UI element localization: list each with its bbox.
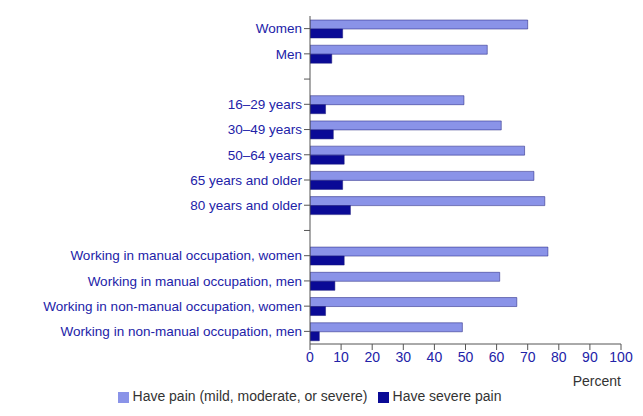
svg-text:Men: Men — [276, 47, 302, 62]
svg-text:80: 80 — [551, 349, 567, 365]
svg-text:30: 30 — [396, 349, 412, 365]
svg-text:30–49 years: 30–49 years — [228, 122, 303, 137]
svg-text:50: 50 — [458, 349, 474, 365]
svg-text:100: 100 — [609, 349, 633, 365]
svg-text:10: 10 — [333, 349, 349, 365]
svg-text:Women: Women — [256, 21, 302, 36]
svg-text:50–64 years: 50–64 years — [228, 148, 303, 163]
svg-text:Working in non-manual occupati: Working in non-manual occupation, men — [61, 324, 302, 339]
svg-text:80 years and older: 80 years and older — [190, 198, 302, 213]
svg-text:60: 60 — [489, 349, 505, 365]
svg-text:Working in manual occupation,: Working in manual occupation, women — [70, 248, 302, 263]
svg-text:Working in manual occupation,: Working in manual occupation, men — [88, 274, 302, 289]
svg-text:Percent: Percent — [573, 373, 621, 389]
svg-text:90: 90 — [582, 349, 598, 365]
html-text:Have severe pain: Have severe pain — [392, 388, 502, 404]
svg-text:20: 20 — [364, 349, 380, 365]
svg-text:Working in non-manual occupati: Working in non-manual occupation, women — [43, 299, 302, 314]
html-text:Have pain (mild, moderate, or: Have pain (mild, moderate, or severe) — [132, 388, 368, 404]
svg-text:40: 40 — [427, 349, 443, 365]
svg-text:16–29 years: 16–29 years — [228, 97, 303, 112]
svg-text:70: 70 — [520, 349, 536, 365]
svg-text:0: 0 — [306, 349, 314, 365]
svg-text:65 years and older: 65 years and older — [190, 173, 302, 188]
